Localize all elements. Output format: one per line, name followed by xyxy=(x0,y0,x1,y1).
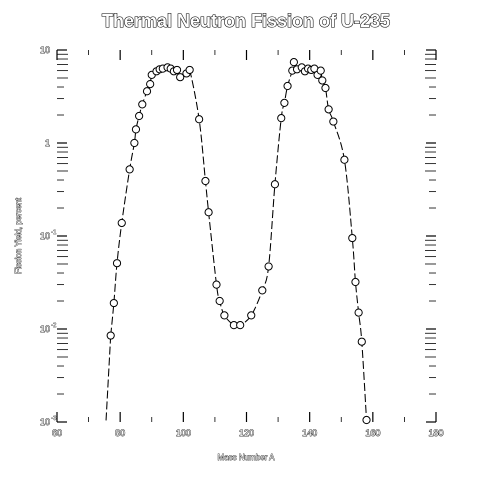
y-tick-label-3: 10 xyxy=(40,324,50,334)
x-tick-label-1: 80 xyxy=(115,428,125,438)
data-point-36 xyxy=(283,81,292,91)
data-point-22 xyxy=(195,115,204,124)
data-point-2 xyxy=(112,259,122,268)
chart-title: Thermal Neutron Fission of U-235 xyxy=(102,11,390,31)
y-tick-label-0: 10 xyxy=(40,45,50,55)
data-point-38 xyxy=(289,58,298,67)
data-point-53 xyxy=(351,277,360,287)
x-tick-label-3: 120 xyxy=(239,428,254,438)
data-point-4 xyxy=(125,165,134,174)
data-point-27 xyxy=(220,311,229,320)
data-point-24 xyxy=(204,208,213,217)
data-point-52 xyxy=(348,233,357,243)
data-point-35 xyxy=(280,98,289,107)
y-tick-exponent-2: -1 xyxy=(51,230,57,236)
data-point-56 xyxy=(362,415,371,425)
data-point-0 xyxy=(106,331,115,340)
data-point-8 xyxy=(138,100,147,109)
data-point-21 xyxy=(185,65,194,75)
data-point-10 xyxy=(146,79,155,89)
data-point-23 xyxy=(201,176,210,186)
data-point-1 xyxy=(109,298,118,308)
data-point-51 xyxy=(340,155,349,164)
data-point-55 xyxy=(357,337,366,346)
y-tick-exponent-4: -3 xyxy=(51,416,57,422)
data-point-19 xyxy=(176,73,185,82)
data-point-54 xyxy=(354,308,363,317)
y-axis-label: Fission Yield, percent xyxy=(14,197,23,274)
x-axis-label: Mass Number A xyxy=(218,453,276,462)
data-point-32 xyxy=(264,262,273,271)
y-tick-label-4: 10 xyxy=(40,417,50,427)
x-tick-label-2: 100 xyxy=(176,428,191,438)
data-point-7 xyxy=(135,111,144,121)
data-point-46 xyxy=(316,66,325,75)
data-point-48 xyxy=(321,83,330,93)
data-point-25 xyxy=(212,280,221,289)
data-point-49 xyxy=(324,105,333,114)
data-point-47 xyxy=(318,76,327,85)
x-tick-label-6: 180 xyxy=(428,428,443,438)
data-point-26 xyxy=(215,296,224,306)
x-tick-label-0: 60 xyxy=(52,428,62,438)
data-point-30 xyxy=(247,311,256,320)
data-points-layer xyxy=(106,58,371,425)
data-point-18 xyxy=(172,65,182,75)
data-point-9 xyxy=(142,87,152,96)
x-tick-label-5: 160 xyxy=(365,428,380,438)
data-point-31 xyxy=(258,286,267,295)
fitted-curve-left-tail xyxy=(105,335,112,423)
data-point-5 xyxy=(130,138,139,148)
data-point-3 xyxy=(117,218,126,228)
fitted-curve-layer xyxy=(105,61,368,423)
data-point-33 xyxy=(270,180,280,189)
y-tick-label-2: 10 xyxy=(40,231,50,241)
data-point-29 xyxy=(236,321,245,330)
y-tick-label-1: 1 xyxy=(45,138,50,148)
data-point-50 xyxy=(329,117,338,126)
x-tick-label-4: 140 xyxy=(302,428,317,438)
data-point-6 xyxy=(131,125,141,134)
data-point-34 xyxy=(277,114,286,123)
y-tick-exponent-3: -2 xyxy=(51,323,57,329)
